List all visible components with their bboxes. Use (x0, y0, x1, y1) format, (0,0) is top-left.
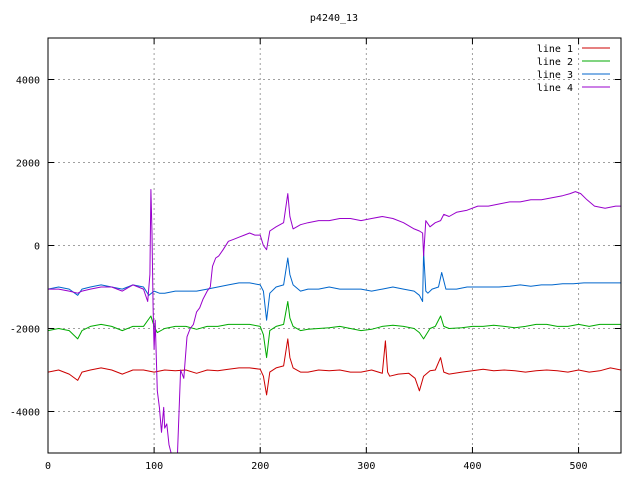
legend: line 1 line 2 line 3 line 4 (537, 44, 610, 94)
legend-label-line-2: line 2 (537, 57, 573, 68)
legend-label-line-1: line 1 (537, 44, 573, 55)
axis-ticks: 0 100 200 300 400 500 -4000 -2000 0 2000 4000 (10, 38, 621, 472)
y-tick-label: -4000 (10, 408, 40, 419)
x-tick-label: 100 (145, 461, 163, 472)
x-tick-label: 200 (251, 461, 269, 472)
y-tick-label: 2000 (16, 159, 40, 170)
series-line-1 (48, 338, 621, 396)
x-tick-label: 0 (45, 461, 51, 472)
x-tick-label: 500 (570, 461, 588, 472)
plot-series (48, 189, 621, 453)
legend-label-line-3: line 3 (537, 70, 573, 81)
series-line-3 (48, 251, 621, 321)
grid-lines (48, 38, 621, 453)
legend-label-line-4: line 4 (537, 83, 573, 94)
series-line-4 (48, 189, 621, 453)
chart-title: p4240_13 (310, 13, 358, 24)
y-tick-label: -2000 (10, 325, 40, 336)
x-tick-label: 400 (463, 461, 481, 472)
y-tick-label: 0 (34, 242, 40, 253)
x-tick-label: 300 (357, 461, 375, 472)
series-line-2 (48, 301, 621, 359)
y-tick-label: 4000 (16, 76, 40, 87)
